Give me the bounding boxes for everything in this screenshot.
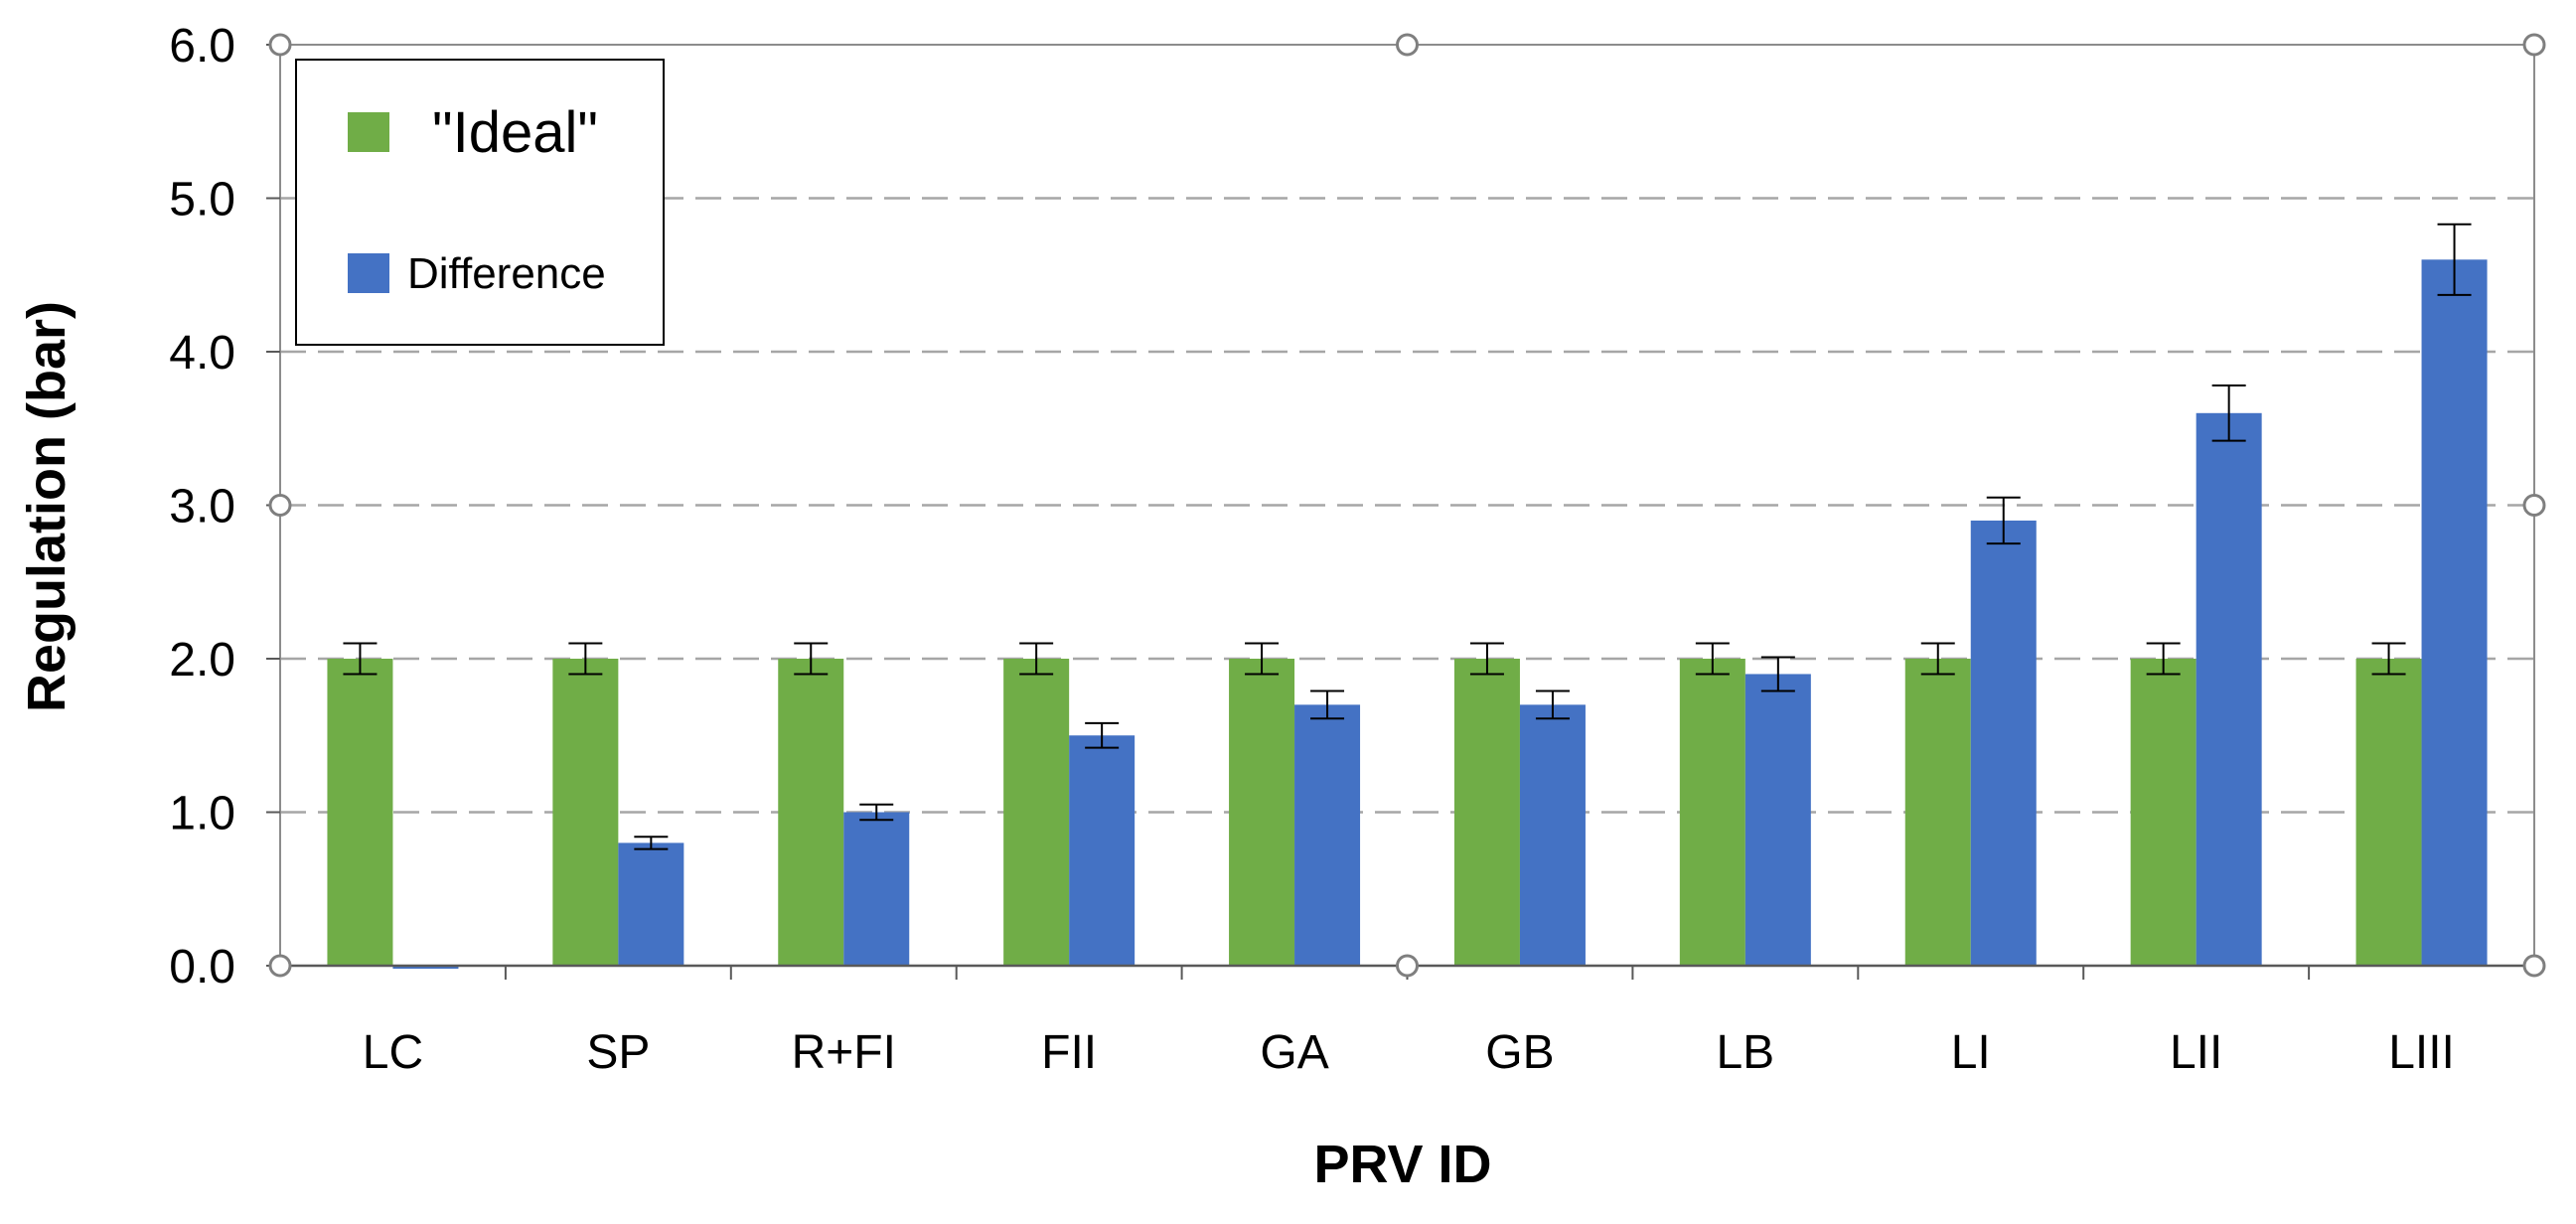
bar-difference (618, 842, 684, 966)
selection-handle (2522, 954, 2546, 978)
bar-difference (1294, 704, 1361, 966)
bar-difference (1970, 520, 2037, 966)
y-tick-label: 1.0 (169, 788, 235, 841)
legend-label-ideal: "Ideal" (432, 100, 598, 165)
bar-ideal (1229, 659, 1295, 966)
y-tick-label: 4.0 (169, 327, 235, 380)
bar-difference (2196, 412, 2262, 966)
x-tick-label: LII (2170, 1026, 2222, 1079)
bar-difference (843, 812, 910, 966)
bar-ideal (1003, 659, 1070, 966)
selection-handle (1396, 33, 1419, 57)
x-tick-label: FII (1041, 1026, 1097, 1079)
y-axis-title: Regulation (bar) (17, 301, 76, 712)
x-tick-labels: LC SP R+FI FII GA GB LB LI LII LIII (363, 1026, 2455, 1079)
bar-ideal (1904, 659, 1971, 966)
bar-difference (1519, 704, 1586, 966)
x-tick-label: LC (363, 1026, 423, 1079)
x-tick-label: R+FI (792, 1026, 896, 1079)
x-tick-label: LIII (2388, 1026, 2455, 1079)
error-bars (343, 223, 2472, 850)
legend: "Ideal" Difference (295, 59, 665, 346)
selection-handle (2522, 494, 2546, 517)
bar-ideal (327, 659, 393, 966)
y-tick-labels: 0.0 1.0 2.0 3.0 4.0 5.0 6.0 (169, 20, 235, 994)
bar-ideal (552, 659, 619, 966)
selection-handles (268, 33, 2546, 978)
selection-handle (2522, 33, 2546, 57)
selection-handle (268, 33, 292, 57)
bar-ideal (2130, 659, 2197, 966)
bar-ideal (1679, 659, 1745, 966)
bar-ideal (778, 659, 844, 966)
x-tick-label: GA (1260, 1026, 1328, 1079)
bars (327, 259, 2488, 970)
legend-swatch-difference (348, 253, 389, 293)
selection-handle (268, 954, 292, 978)
y-tick-label: 6.0 (169, 20, 235, 73)
x-tick-label: GB (1485, 1026, 1554, 1079)
x-tick-label: LI (1951, 1026, 1991, 1079)
legend-label-difference: Difference (407, 249, 606, 298)
x-tick-label: SP (586, 1026, 650, 1079)
selection-handle (1396, 954, 1419, 978)
y-tick-label: 5.0 (169, 174, 235, 227)
x-axis-title: PRV ID (1313, 1135, 1491, 1194)
selection-handle (268, 494, 292, 517)
bar-difference (1069, 735, 1136, 966)
y-tick-label: 2.0 (169, 634, 235, 687)
y-tick-label: 0.0 (169, 941, 235, 994)
legend-swatch-ideal (348, 112, 389, 152)
bar-ideal (2355, 659, 2422, 966)
bar-difference (392, 966, 459, 970)
bar-difference (2421, 259, 2488, 966)
legend-box (295, 59, 665, 346)
bar-difference (1744, 674, 1811, 966)
y-tick-label: 3.0 (169, 481, 235, 534)
x-tick-label: LB (1716, 1026, 1774, 1079)
bar-ideal (1453, 659, 1520, 966)
